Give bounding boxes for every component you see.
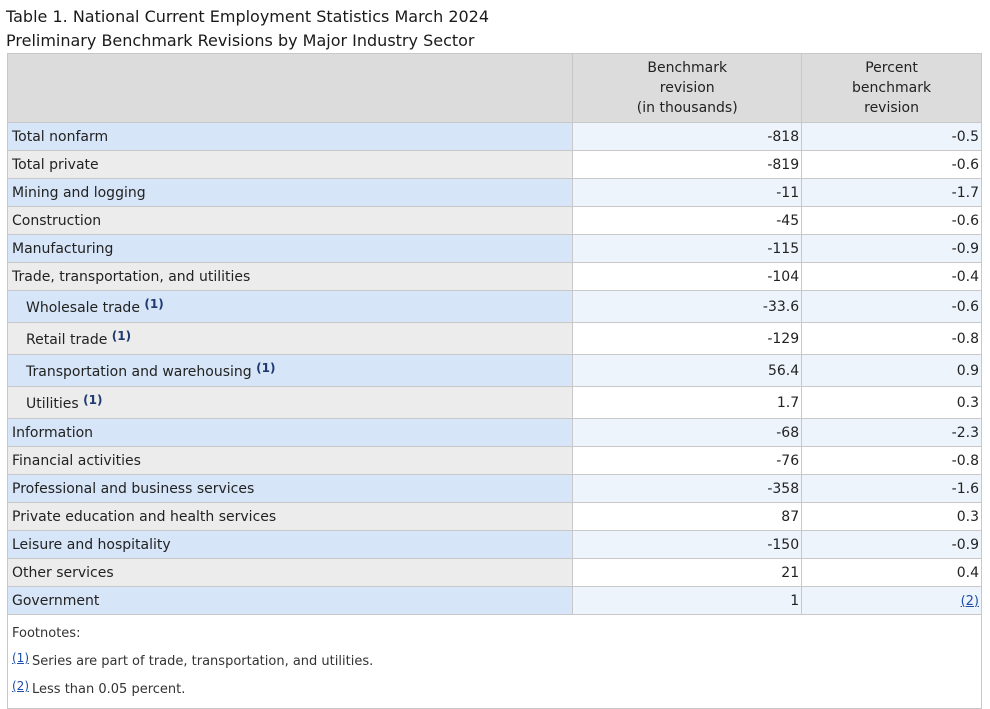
benchmark-table: Benchmark revision (in thousands) Percen… xyxy=(6,53,982,709)
caption-title: Table 1. National Current Employment Sta… xyxy=(6,7,490,26)
footnote-2: (2) Less than 0.05 percent. xyxy=(12,679,186,697)
footnotes-title: Footnotes: xyxy=(12,626,81,641)
row-label: Wholesale trade (1) xyxy=(6,290,574,323)
header-row: Benchmark revision (in thousands) Percen… xyxy=(6,53,982,123)
revision-value: 21 xyxy=(572,558,803,587)
revision-value: -819 xyxy=(572,150,803,179)
revision-value: 1 xyxy=(572,586,803,615)
table-row: Information -68 -2.3 xyxy=(6,418,982,447)
table-row: Wholesale trade (1) -33.6 -0.6 xyxy=(6,290,982,323)
revision-value: 1.7 xyxy=(572,386,803,419)
row-label: Government xyxy=(6,586,574,615)
row-label: Retail trade (1) xyxy=(6,322,574,355)
table-row: Financial activities -76 -0.8 xyxy=(6,446,982,475)
percent-value: (2) xyxy=(801,586,982,615)
table-row: Construction -45 -0.6 xyxy=(6,206,982,235)
percent-value: -0.6 xyxy=(801,206,982,235)
row-label: Utilities (1) xyxy=(6,386,574,419)
percent-value: -1.6 xyxy=(801,474,982,503)
percent-value: 0.3 xyxy=(801,502,982,531)
percent-value: 0.3 xyxy=(801,386,982,419)
footnote-marker: (1) xyxy=(256,361,276,375)
percent-value: -0.8 xyxy=(801,446,982,475)
row-label: Private education and health services xyxy=(6,502,574,531)
revision-value: -115 xyxy=(572,234,803,263)
row-label: Mining and logging xyxy=(6,178,574,207)
percent-value: -0.6 xyxy=(801,290,982,323)
table-row: Trade, transportation, and utilities -104… xyxy=(6,262,982,291)
table-row: Government 1 (2) xyxy=(6,586,982,615)
percent-value: 0.9 xyxy=(801,354,982,387)
revision-value: 56.4 xyxy=(572,354,803,387)
percent-value: -0.5 xyxy=(801,122,982,151)
percent-value: -0.9 xyxy=(801,234,982,263)
row-label: Other services xyxy=(6,558,574,587)
table-row: Private education and health services 87 0… xyxy=(6,502,982,531)
row-label: Financial activities xyxy=(6,446,574,475)
caption-subtitle: Preliminary Benchmark Revisions by Major… xyxy=(6,31,475,50)
table-caption: Table 1. National Current Employment Sta… xyxy=(6,5,489,53)
revision-value: -150 xyxy=(572,530,803,559)
footnote-1: (1) Series are part of trade, transportat… xyxy=(12,651,374,669)
revision-value: -129 xyxy=(572,322,803,355)
table-row: Mining and logging -11 -1.7 xyxy=(6,178,982,207)
row-label: Transportation and warehousing (1) xyxy=(6,354,574,387)
footnotes-row: Footnotes: (1) Series are part of trade, … xyxy=(7,614,982,709)
table-row: Leisure and hospitality -150 -0.9 xyxy=(6,530,982,559)
row-label: Total private xyxy=(6,150,574,179)
table-row: Transportation and warehousing (1) 56.4 0.… xyxy=(6,354,982,387)
revision-value: -76 xyxy=(572,446,803,475)
table-row: Other services 21 0.4 xyxy=(6,558,982,587)
footnote-marker: (1) xyxy=(83,393,103,407)
footnote-1-ref[interactable]: (1) xyxy=(12,651,29,665)
table-row: Professional and business services -358 -1… xyxy=(6,474,982,503)
percent-value: -0.6 xyxy=(801,150,982,179)
header-percent-revision: Percent benchmark revision xyxy=(801,53,982,123)
footnote-2-ref[interactable]: (2) xyxy=(12,679,29,693)
percent-value: -2.3 xyxy=(801,418,982,447)
footnote-marker: (1) xyxy=(144,297,164,311)
table-row: Total nonfarm -818 -0.5 xyxy=(6,122,982,151)
percent-value: -0.4 xyxy=(801,262,982,291)
row-label: Professional and business services xyxy=(6,474,574,503)
revision-value: -45 xyxy=(572,206,803,235)
row-label: Information xyxy=(6,418,574,447)
table-row: Manufacturing -115 -0.9 xyxy=(6,234,982,263)
footnotes: Footnotes: (1) Series are part of trade, … xyxy=(7,614,982,709)
header-stub xyxy=(6,53,574,123)
percent-value: -1.7 xyxy=(801,178,982,207)
revision-value: -11 xyxy=(572,178,803,207)
row-label: Construction xyxy=(6,206,574,235)
footnote-marker: (1) xyxy=(111,329,132,343)
row-label: Total nonfarm xyxy=(6,122,574,151)
revision-value: -818 xyxy=(572,122,803,151)
table-row: Utilities (1) 1.7 0.3 xyxy=(6,386,982,419)
percent-value: -0.8 xyxy=(801,322,982,355)
revision-value: 87 xyxy=(572,502,803,531)
percent-value: 0.4 xyxy=(801,558,982,587)
table-row: Total private -819 -0.6 xyxy=(6,150,982,179)
row-label: Leisure and hospitality xyxy=(6,530,574,559)
row-label: Manufacturing xyxy=(6,234,574,263)
revision-value: -104 xyxy=(572,262,803,291)
header-benchmark-revision: Benchmark revision (in thousands) xyxy=(572,53,803,123)
revision-value: -68 xyxy=(572,418,803,447)
revision-value: -358 xyxy=(572,474,803,503)
table-row: Retail trade (1) -129 -0.8 xyxy=(6,322,982,355)
percent-value: -0.9 xyxy=(801,530,982,559)
revision-value: -33.6 xyxy=(572,290,803,323)
footnote-2-link[interactable]: (2) xyxy=(960,593,979,609)
row-label: Trade, transportation, and utilities xyxy=(6,262,574,291)
